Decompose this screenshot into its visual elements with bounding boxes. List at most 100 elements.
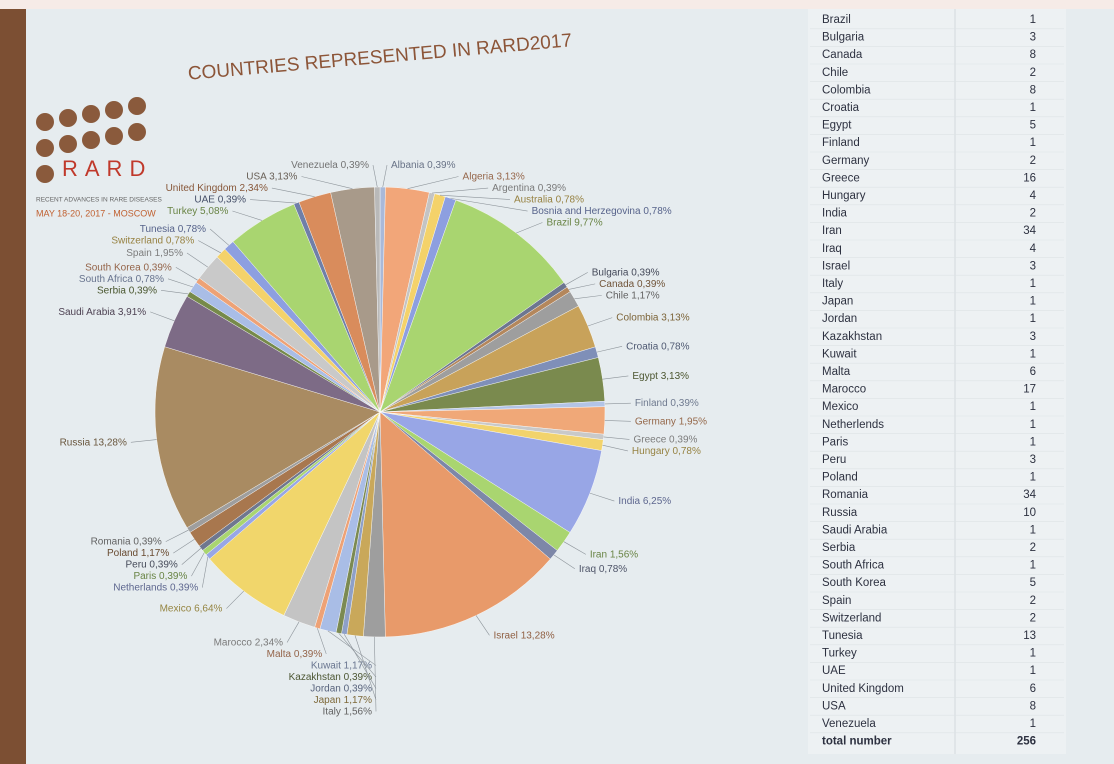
country-count: 2 xyxy=(1030,542,1036,554)
slice-name: Venezuela xyxy=(291,160,338,171)
slice-value-label: 0,39% xyxy=(637,279,665,290)
country-count: 2 xyxy=(1030,595,1036,607)
country-name: Japan xyxy=(822,296,853,308)
country-count: 8 xyxy=(1030,49,1036,61)
country-name: Malta xyxy=(822,366,851,378)
slice-name: Chile xyxy=(606,290,629,301)
slice-value-label: 1,17% xyxy=(631,290,659,301)
country-count: 2 xyxy=(1030,155,1036,167)
slice-value-label: 3,13% xyxy=(661,312,689,323)
slice-name: South Korea xyxy=(85,262,141,273)
country-name: Greece xyxy=(822,172,860,184)
slice-name: Bosnia and Herzegovina xyxy=(532,206,641,217)
slice-label: Egypt 3,13% xyxy=(632,371,689,382)
country-count: 1 xyxy=(1030,278,1036,290)
slice-value-label: 1,56% xyxy=(610,549,638,560)
country-name: South Africa xyxy=(822,560,885,572)
slice-value-label: 0,39% xyxy=(344,672,372,683)
slice-value-label: 3,13% xyxy=(661,371,689,382)
country-count: 1 xyxy=(1030,137,1036,149)
country-name: Turkey xyxy=(822,648,857,660)
slice-value-label: 0,39% xyxy=(129,285,157,296)
slice-name: Finland xyxy=(635,398,668,409)
country-name: Jordan xyxy=(822,313,857,325)
country-name: Paris xyxy=(822,436,848,448)
slice-label: Malta 0,39% xyxy=(267,649,323,660)
slice-name: Poland xyxy=(107,548,138,559)
slice-value-label: 0,39% xyxy=(133,536,161,547)
country-name: Russia xyxy=(822,507,858,519)
slice-name: Romania xyxy=(91,536,131,547)
slice-name: Iran xyxy=(590,549,607,560)
slice-name: Saudi Arabia xyxy=(58,307,115,318)
slice-label: Tunesia 0,78% xyxy=(140,224,206,235)
slice-value-label: 5,08% xyxy=(200,206,228,217)
slice-name: United Kingdom xyxy=(166,183,237,194)
slice-name: Malta xyxy=(267,649,292,660)
slice-name: Colombia xyxy=(616,312,659,323)
country-name: Kazakhstan xyxy=(822,331,882,343)
logo-subtitle: RECENT ADVANCES IN RARE DISEASES xyxy=(36,197,162,204)
slice-name: Israel xyxy=(493,630,517,641)
slice-label: USA 3,13% xyxy=(246,171,297,182)
slice-label: Russia 13,28% xyxy=(60,437,127,448)
country-count: 6 xyxy=(1030,683,1036,695)
slice-name: Iraq xyxy=(579,563,596,574)
country-count: 1 xyxy=(1030,313,1036,325)
slice-label: South Korea 0,39% xyxy=(85,262,172,273)
country-count: 1 xyxy=(1030,472,1036,484)
country-name: Iraq xyxy=(822,243,842,255)
slice-value-label: 0,78% xyxy=(673,446,701,457)
country-count: 5 xyxy=(1030,120,1036,132)
country-count: 17 xyxy=(1023,384,1036,396)
country-count: 2 xyxy=(1030,612,1036,624)
country-count: 6 xyxy=(1030,366,1036,378)
slice-label: Marocco 2,34% xyxy=(214,637,284,648)
country-count: 3 xyxy=(1030,331,1036,343)
slice-label: Greece 0,39% xyxy=(633,434,697,445)
country-count: 16 xyxy=(1023,172,1036,184)
slice-label: Bosnia and Herzegovina 0,78% xyxy=(532,206,672,217)
slice-name: Canada xyxy=(599,279,634,290)
country-name: Poland xyxy=(822,472,858,484)
total-value: 256 xyxy=(1017,736,1036,748)
slice-name: Mexico xyxy=(160,603,192,614)
slice-name: Egypt xyxy=(632,371,658,382)
slice-label: UAE 0,39% xyxy=(194,194,246,205)
slice-label: Romania 0,39% xyxy=(91,536,162,547)
slice-label: South Africa 0,78% xyxy=(79,273,164,284)
slide-photo: RARD RECENT ADVANCES IN RARE DISEASES MA… xyxy=(0,0,1114,764)
slice-value-label: 1,17% xyxy=(141,548,169,559)
slice-value-label: 1,95% xyxy=(155,248,183,259)
logo-name: RARD xyxy=(62,156,152,181)
country-name: Iran xyxy=(822,225,842,237)
slice-value-label: 0,39% xyxy=(341,160,369,171)
slice-label: Bulgaria 0,39% xyxy=(592,267,660,278)
country-name: Netherlends xyxy=(822,419,884,431)
slice-value-label: 13,28% xyxy=(93,437,127,448)
slice-name: Turkey xyxy=(167,206,197,217)
slice-label: Paris 0,39% xyxy=(133,571,187,582)
slice-value-label: 0,78% xyxy=(599,563,627,574)
slice-value-label: 1,17% xyxy=(344,695,372,706)
country-count: 1 xyxy=(1030,524,1036,536)
country-name: Italy xyxy=(822,278,843,290)
slice-value-label: 6,64% xyxy=(194,603,222,614)
slice-name: Hungary xyxy=(632,446,670,457)
country-count: 1 xyxy=(1030,560,1036,572)
slice-label: Iraq 0,78% xyxy=(579,563,627,574)
slice-name: Serbia xyxy=(97,285,126,296)
country-name: Switzerland xyxy=(822,612,881,624)
slice-value-label: 0,39% xyxy=(149,559,177,570)
country-name: South Korea xyxy=(822,577,887,589)
slice-name: Japan xyxy=(314,695,341,706)
slice-name: Algeria xyxy=(463,171,495,182)
country-count: 1 xyxy=(1030,102,1036,114)
country-name: Saudi Arabia xyxy=(822,524,888,536)
country-count: 1 xyxy=(1030,648,1036,660)
slice-label: Serbia 0,39% xyxy=(97,285,157,296)
slice-name: UAE xyxy=(194,194,215,205)
country-name: Chile xyxy=(822,67,848,79)
slice-name: Croatia xyxy=(626,341,659,352)
slice-name: Kazakhstan xyxy=(289,672,341,683)
